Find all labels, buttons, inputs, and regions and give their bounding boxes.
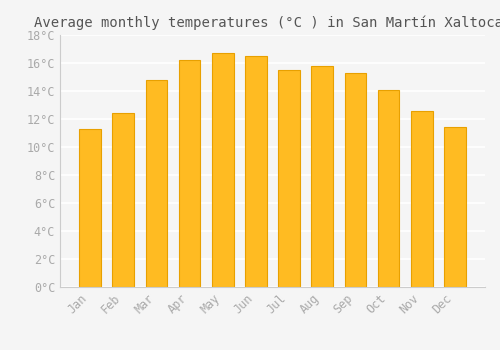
Bar [245,56,266,287]
Bar [80,129,101,287]
Bar [179,60,201,287]
Bar [212,53,234,287]
Title: Average monthly temperatures (°C ) in San Martín Xaltocan: Average monthly temperatures (°C ) in Sa… [34,15,500,30]
Bar [146,80,167,287]
Bar [278,70,300,287]
Bar [411,111,432,287]
Bar [378,90,400,287]
Bar [312,66,333,287]
Bar [344,73,366,287]
Bar [444,127,466,287]
Bar [112,113,134,287]
